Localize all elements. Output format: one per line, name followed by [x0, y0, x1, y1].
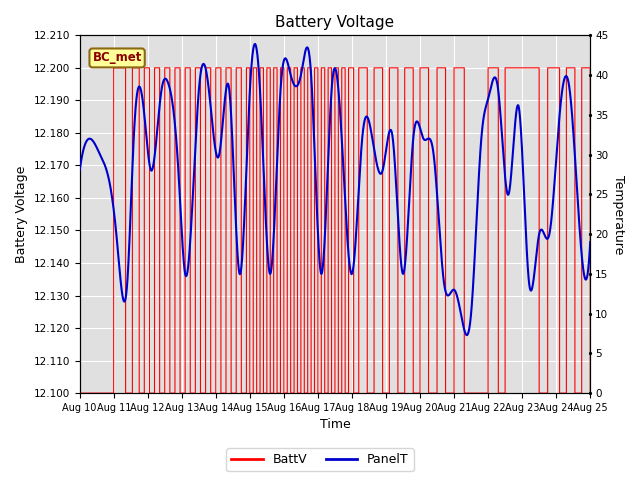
Legend: BattV, PanelT: BattV, PanelT	[227, 448, 413, 471]
Y-axis label: Battery Voltage: Battery Voltage	[15, 166, 28, 263]
Y-axis label: Temperature: Temperature	[612, 175, 625, 254]
Text: BC_met: BC_met	[92, 51, 142, 64]
X-axis label: Time: Time	[319, 419, 350, 432]
Title: Battery Voltage: Battery Voltage	[275, 15, 394, 30]
